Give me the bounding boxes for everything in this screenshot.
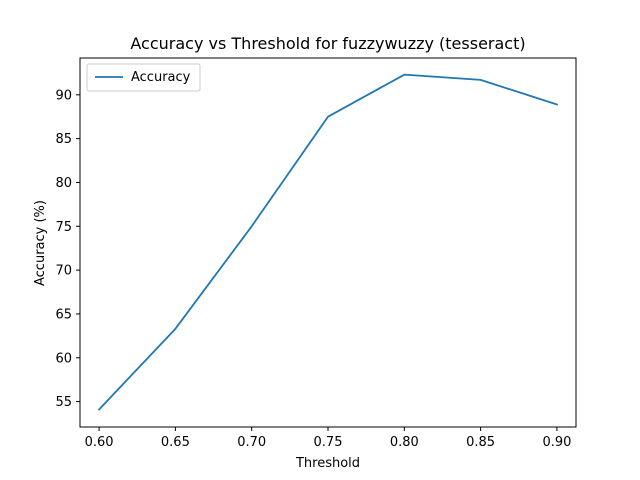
y-tick-label: 90 <box>55 88 72 103</box>
plot-area <box>79 57 577 428</box>
x-tick-label: 0.80 <box>390 435 419 450</box>
y-tick-label: 55 <box>55 395 72 410</box>
y-tick-label: 80 <box>55 176 72 191</box>
x-axis-label: Threshold <box>295 456 360 471</box>
chart-title: Accuracy vs Threshold for fuzzywuzzy (te… <box>130 34 525 53</box>
series-group <box>97 73 559 411</box>
x-tick-label: 0.60 <box>85 435 114 450</box>
y-tick-label: 60 <box>55 351 72 366</box>
x-tick-label: 0.90 <box>542 435 571 450</box>
legend-label-accuracy: Accuracy <box>131 70 191 85</box>
legend-box <box>86 63 201 92</box>
plot-background <box>80 58 576 427</box>
x-tick-label: 0.85 <box>466 435 495 450</box>
y-tick-label: 65 <box>55 307 72 322</box>
legend: Accuracy <box>86 63 201 92</box>
x-tick-label: 0.75 <box>314 435 343 450</box>
x-tick-label: 0.65 <box>161 435 190 450</box>
y-axis-label: Accuracy (%) <box>33 200 48 286</box>
y-tick-label: 75 <box>55 220 72 235</box>
x-tick-label: 0.70 <box>237 435 266 450</box>
y-axis: 55 60 65 70 75 80 85 90 <box>55 88 80 410</box>
y-tick-label: 70 <box>55 264 72 279</box>
x-axis: 0.60 0.65 0.70 0.75 0.80 0.85 0.90 <box>85 427 571 450</box>
y-tick-label: 85 <box>55 132 72 147</box>
